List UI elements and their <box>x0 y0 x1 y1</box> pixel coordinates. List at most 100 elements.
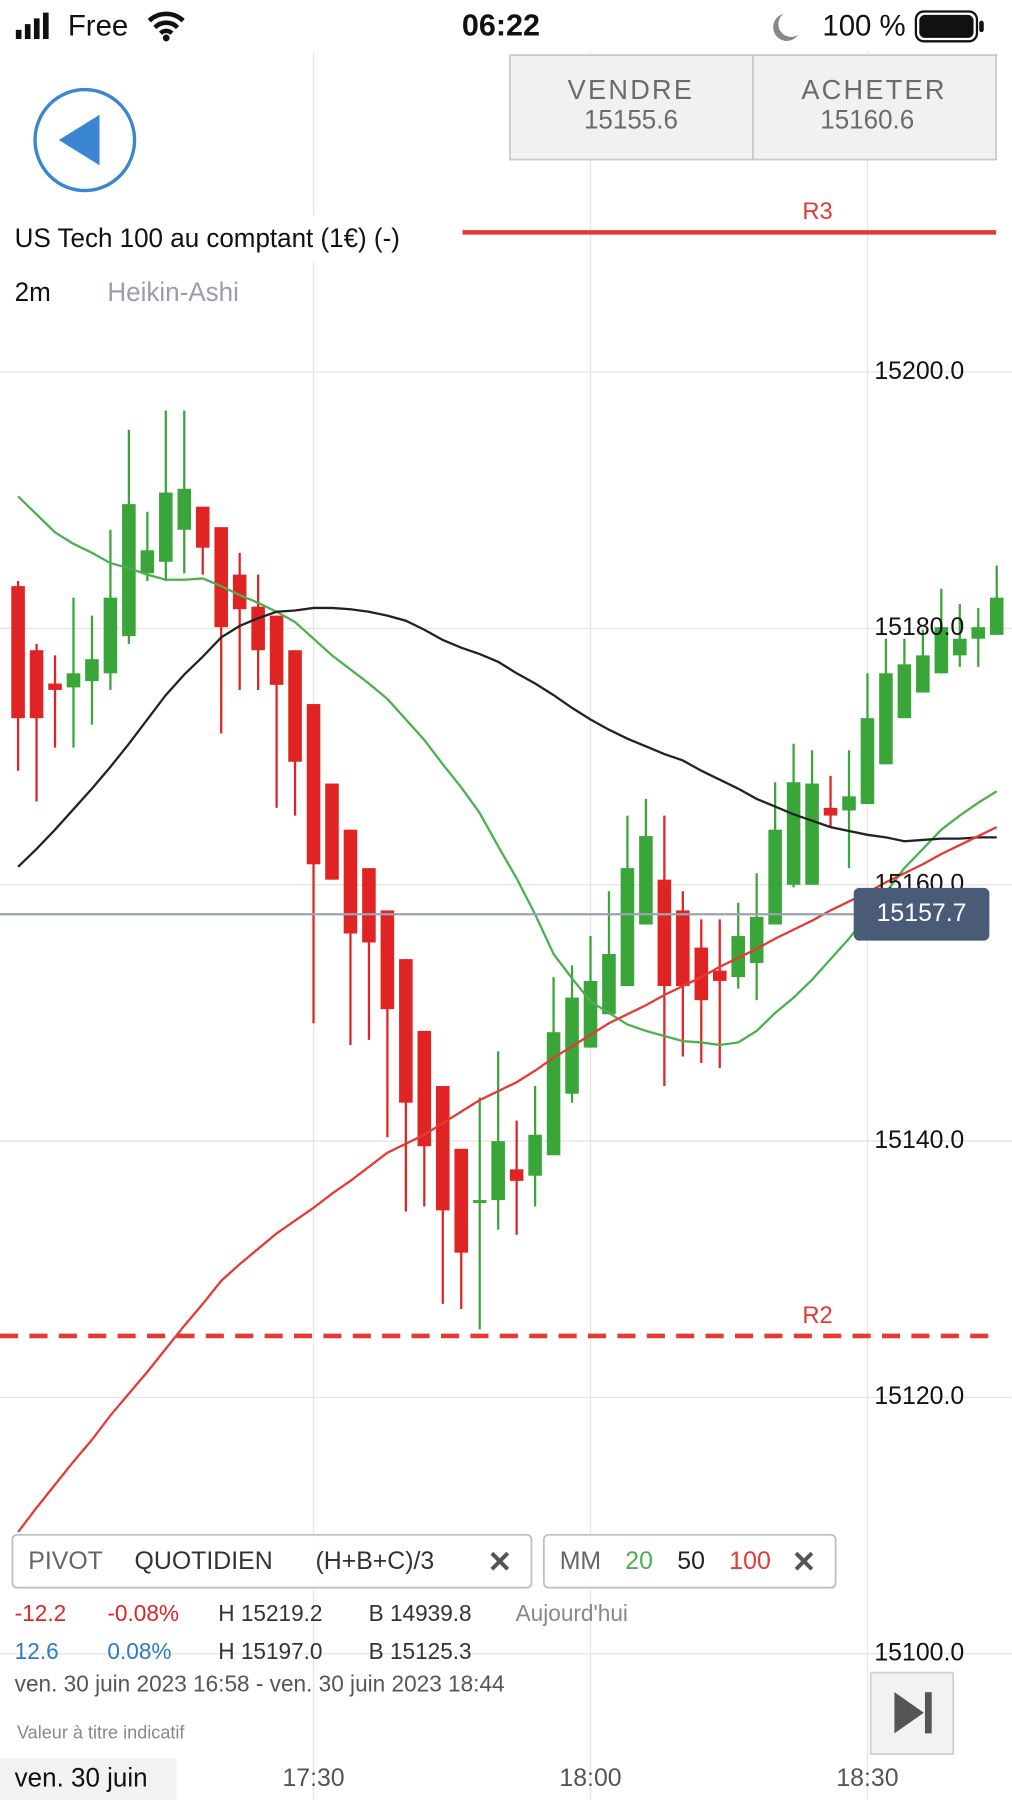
candle-body <box>528 1134 542 1176</box>
candle-body <box>842 796 856 811</box>
pivot-period: QUOTIDIEN <box>135 1547 273 1575</box>
carrier: Free <box>68 9 128 42</box>
candle-body <box>122 504 136 637</box>
plot-layer: R3 R2 <box>0 198 1004 1533</box>
candle-body <box>860 718 875 805</box>
y-tick-label: 15200.0 <box>874 357 964 385</box>
candle-body <box>417 1030 432 1147</box>
legend-entry: 20 <box>625 1547 653 1575</box>
sell-price[interactable]: 15155.6 <box>584 104 678 134</box>
change: -12.2 <box>15 1600 66 1626</box>
signal-icon <box>15 29 22 40</box>
candle-body <box>879 673 893 765</box>
buy-label[interactable]: ACHETER <box>801 74 946 105</box>
candle-body <box>29 650 44 719</box>
pivot-chip[interactable] <box>11 1533 533 1589</box>
y-tick-label: 15180.0 <box>874 613 964 641</box>
high: H 15219.2 <box>218 1600 322 1626</box>
interval[interactable]: 2m <box>15 277 51 307</box>
candle-body <box>380 910 395 1010</box>
moving-average <box>17 826 998 1533</box>
x-tick-label: 17:30 <box>282 1764 344 1792</box>
candle-body <box>916 655 930 693</box>
trade-box: VENDRE 15155.6 ACHETER 15160.6 <box>509 54 998 161</box>
candle-body <box>325 783 339 880</box>
wifi-icon <box>162 34 170 42</box>
candle-body <box>159 492 173 562</box>
candle-body <box>306 704 321 865</box>
ma-label: MM <box>560 1547 601 1575</box>
candle-body <box>66 673 81 688</box>
buy-button[interactable] <box>752 54 998 161</box>
pivot-level-label: R2 <box>802 1302 832 1329</box>
candle-body <box>362 868 376 943</box>
period: Aujourd'hui <box>516 1600 628 1626</box>
pivot-level-label: R3 <box>802 198 832 225</box>
pivot-formula: (H+B+C)/3 <box>315 1547 434 1575</box>
signal-icon <box>24 24 31 40</box>
candle-body <box>712 970 727 981</box>
candle-body <box>768 829 782 925</box>
candle-body <box>546 1032 561 1156</box>
candle-body <box>971 627 986 639</box>
last-price-label: 15157.7 <box>877 899 967 927</box>
x-tick-label: 18:30 <box>836 1764 898 1792</box>
moon-icon <box>773 13 799 41</box>
close-icon[interactable] <box>490 1551 510 1571</box>
candle-body <box>177 488 192 530</box>
candle-body <box>676 910 690 987</box>
candle-body <box>805 783 819 885</box>
change: 12.6 <box>15 1638 59 1664</box>
candle-body <box>509 1169 524 1181</box>
chart-style[interactable]: Heikin-Ashi <box>107 277 238 307</box>
candle-body <box>140 550 155 574</box>
moving-average <box>17 495 998 1047</box>
battery-icon <box>919 14 974 38</box>
battery-icon <box>914 10 979 43</box>
candle-body <box>269 615 284 685</box>
change-percent: 0.08% <box>107 1638 171 1664</box>
ma-chip[interactable] <box>543 1533 837 1589</box>
back-arrow[interactable] <box>58 114 100 166</box>
close-icon[interactable] <box>794 1551 814 1571</box>
candle-body <box>786 782 801 885</box>
candle-body <box>103 597 118 674</box>
title-background <box>0 215 463 262</box>
pivot-label: PIVOT <box>28 1547 103 1575</box>
legend-entry: 50 <box>677 1547 705 1575</box>
buy-price[interactable]: 15160.6 <box>820 104 914 134</box>
signal-icon <box>33 18 40 40</box>
candle-body <box>454 1148 469 1253</box>
legend-entry: 100 <box>729 1547 770 1575</box>
skip-icon[interactable] <box>894 1692 932 1734</box>
candle-body <box>11 586 25 719</box>
candle-body <box>602 954 616 1015</box>
change-percent: -0.08% <box>107 1600 179 1626</box>
high: H 15197.0 <box>218 1638 322 1664</box>
status-bar: Free 06:22 100 % <box>15 8 984 43</box>
sell-button[interactable] <box>509 54 754 161</box>
low: B 15125.3 <box>369 1638 472 1664</box>
candle-body <box>435 1086 450 1211</box>
battery-icon <box>979 20 984 33</box>
stats: -12.2 -0.08% H 15219.2 B 14939.8 Aujourd… <box>15 1600 628 1742</box>
candle-body <box>399 959 413 1103</box>
y-tick-label: 15120.0 <box>874 1382 964 1410</box>
sell-label[interactable]: VENDRE <box>568 74 695 105</box>
candle-body <box>731 936 746 978</box>
candle-body <box>823 807 838 816</box>
clock: 06:22 <box>462 8 540 43</box>
indicator-legend: PIVOT QUOTIDIEN (H+B+C)/3 MM <box>11 1533 837 1589</box>
candle-body <box>251 606 265 651</box>
back-button[interactable] <box>33 87 137 193</box>
overlay-layer: Free 06:22 100 % VENDRE 15155.6 ACHETER … <box>0 8 998 1800</box>
x-tick-label: 18:00 <box>559 1764 621 1792</box>
candle-body <box>953 638 967 656</box>
candle-body <box>639 836 653 925</box>
date-label: ven. 30 juin <box>15 1762 148 1792</box>
wifi-icon <box>147 11 185 36</box>
candle-body <box>288 650 302 762</box>
candle-body <box>472 1200 487 1203</box>
last-price-tag <box>853 887 990 941</box>
